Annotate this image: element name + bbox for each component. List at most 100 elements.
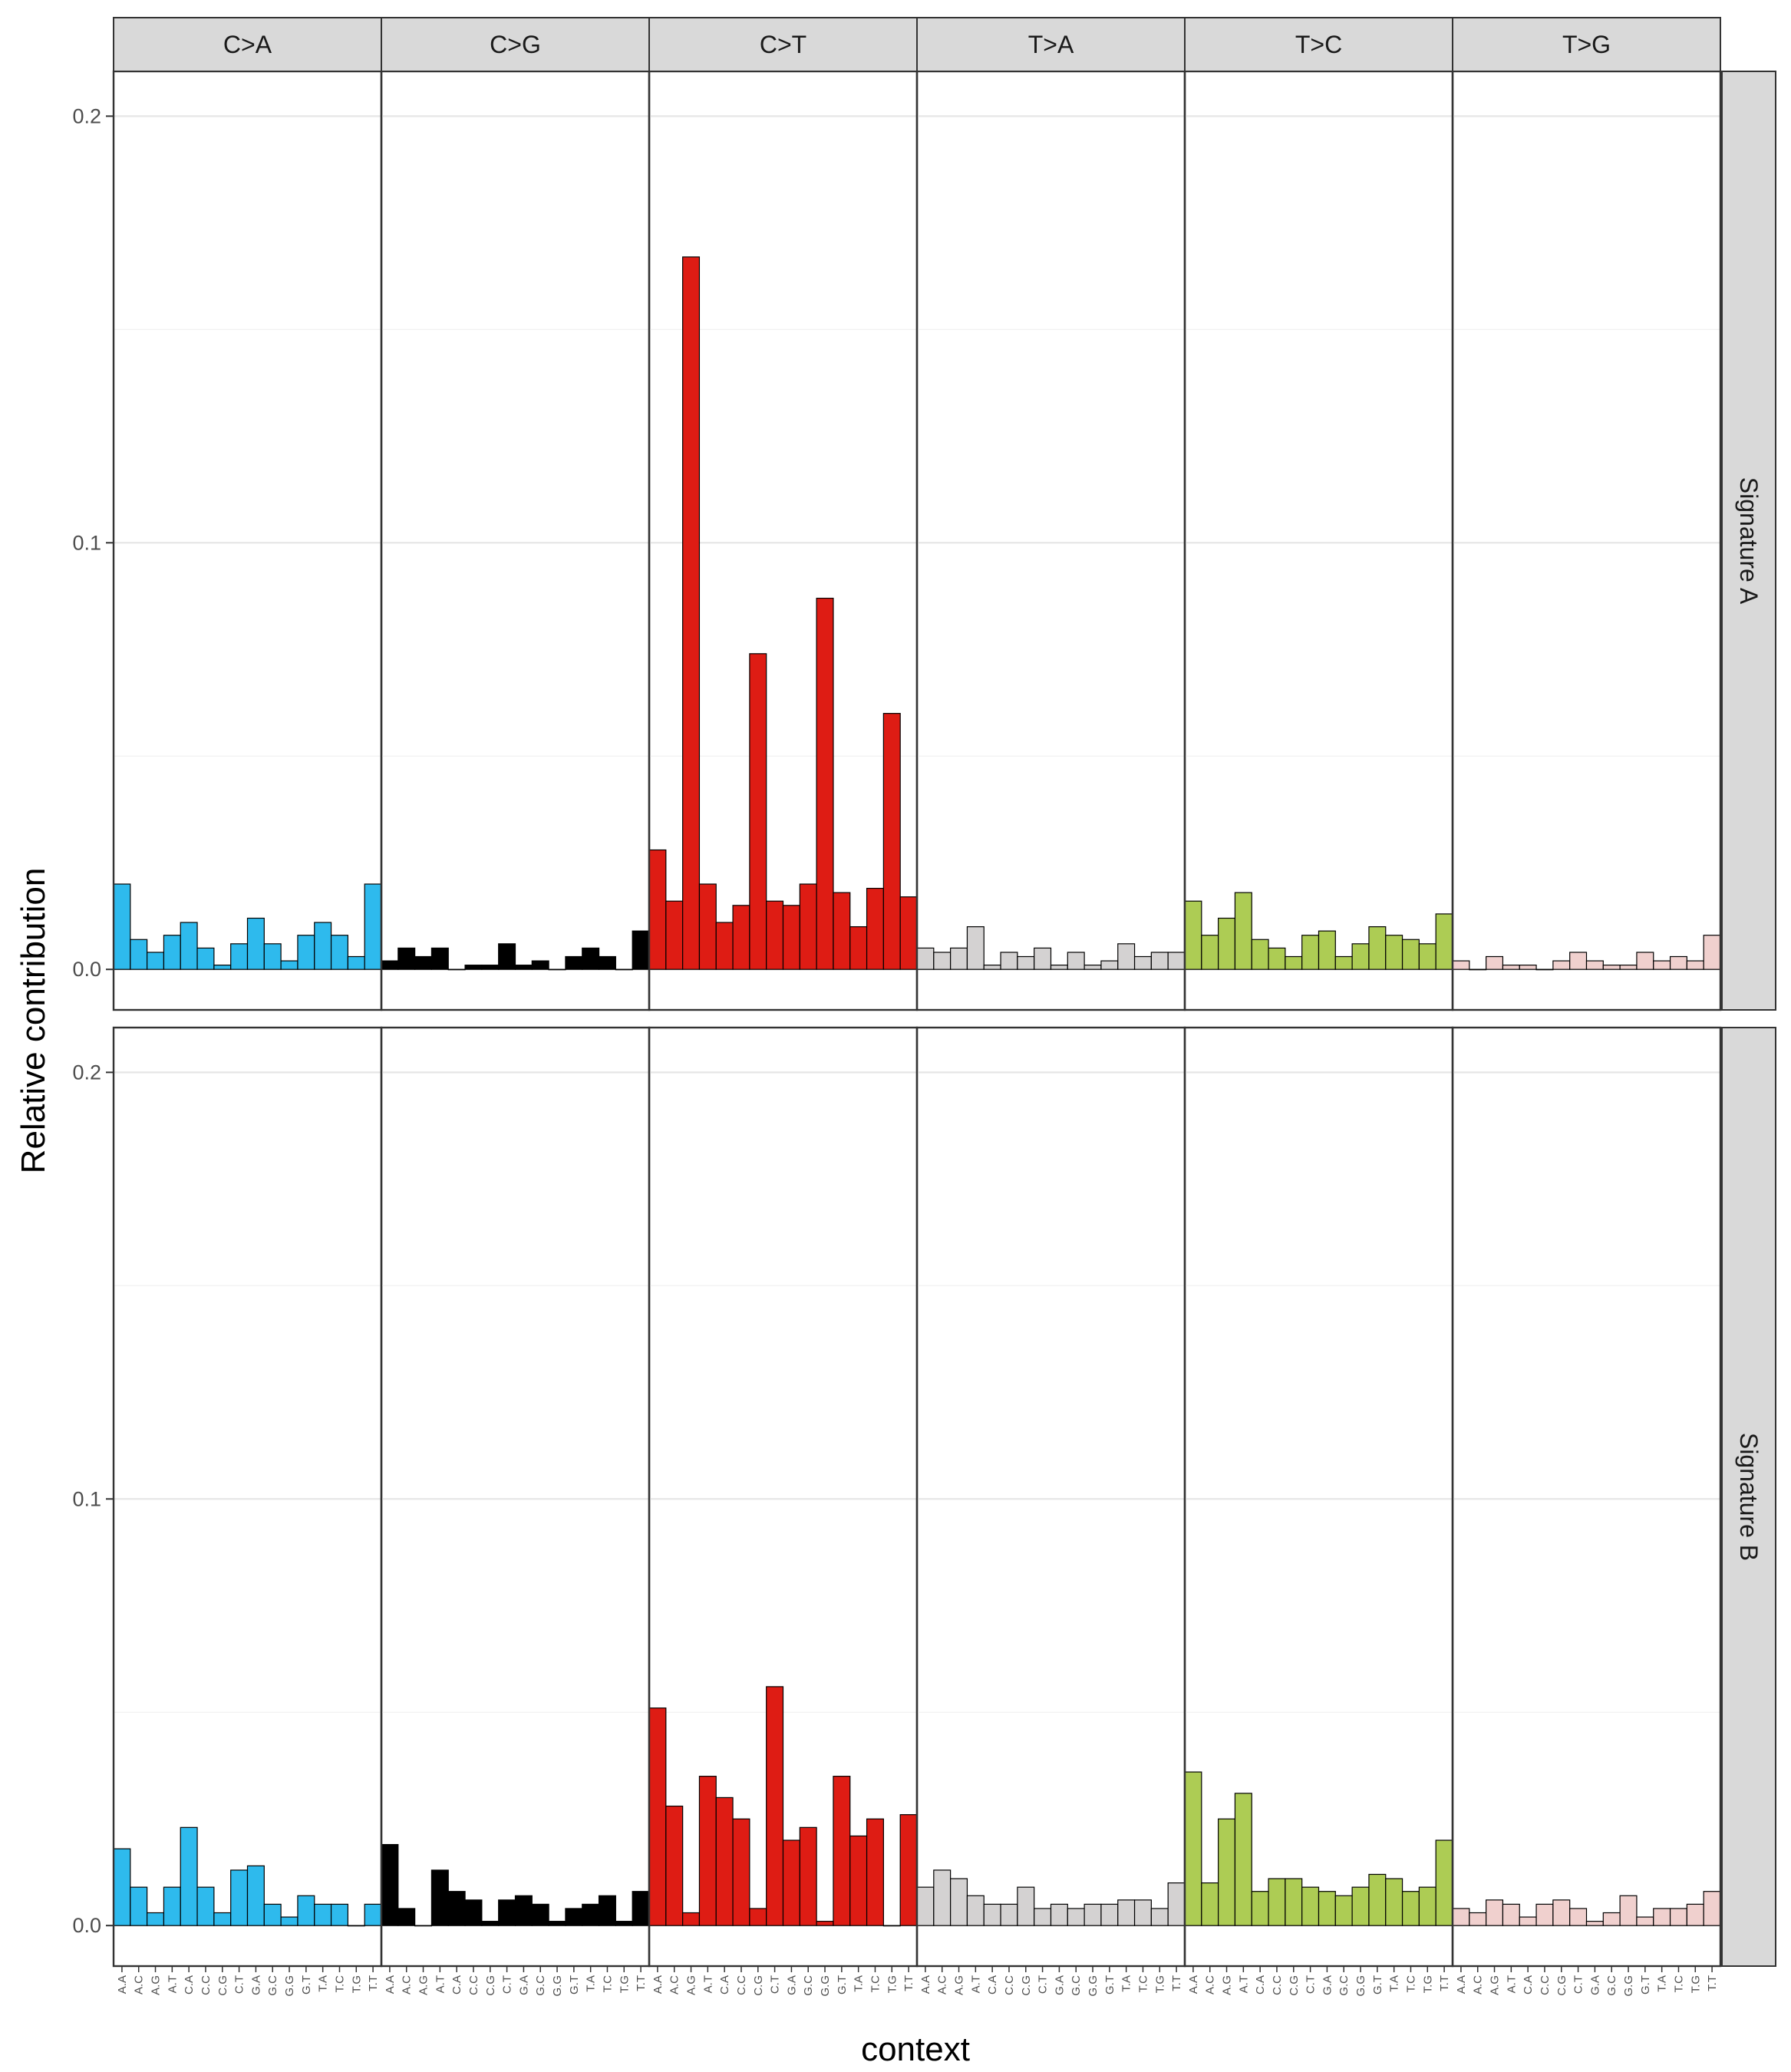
x-tick-label: A.G — [953, 1975, 966, 1995]
x-tick-label: C.A — [718, 1975, 731, 1994]
facet-panels — [112, 70, 1722, 1968]
bar-T>G-C.G — [1552, 1899, 1571, 1926]
bar-C>A-C.G — [213, 1912, 232, 1926]
panel-0-2 — [648, 70, 919, 1011]
bar-C>T-A.G — [682, 256, 701, 970]
bar-C>A-A.T — [163, 1886, 181, 1926]
bar-T>G-T.G — [1686, 1903, 1704, 1926]
bar-T>A-T.G — [1150, 952, 1169, 970]
bar-C>T-C.C — [732, 905, 750, 970]
x-tick-label: C.T — [233, 1975, 246, 1994]
bar-T>G-A.G — [1486, 1899, 1504, 1926]
bar-T>G-A.G — [1486, 955, 1504, 970]
facet-strip-5 — [1452, 17, 1721, 72]
bar-C>G-A.A — [381, 1843, 399, 1926]
x-axis-title: context — [861, 2031, 970, 2068]
x-axis-context-labels: A.A A.C A.G A.T C.A C.C C.G C.T G.A G.C G.G G.T T.A T… — [116, 1966, 1719, 1997]
x-tick-label: G.G — [1354, 1975, 1367, 1997]
bar-C>T-C.T — [766, 1686, 784, 1926]
bar-T>G-C.A — [1519, 1916, 1537, 1926]
facet-strip-label: T>G — [1562, 31, 1611, 58]
bar-T>A-A.C — [933, 952, 952, 970]
bar-T>C-T.T — [1435, 1839, 1453, 1926]
panel-0-3 — [915, 70, 1186, 1011]
x-tick-label: T.T — [367, 1975, 380, 1991]
x-tick-label: G.G — [819, 1975, 832, 1997]
x-tick-label: G.C — [1605, 1975, 1618, 1996]
bar-T>G-C.C — [1535, 1903, 1554, 1926]
bar-C>T-A.A — [648, 849, 667, 970]
bar-C>G-G.C — [531, 1903, 549, 1926]
bar-T>C-C.T — [1301, 1886, 1320, 1926]
bar-T>C-G.G — [1351, 1886, 1370, 1926]
bar-T>A-C.C — [1000, 952, 1018, 970]
bar-T>C-A.C — [1201, 935, 1219, 970]
facet-strip-4 — [1184, 17, 1453, 72]
facet-strip-3 — [916, 17, 1186, 72]
bar-C>T-A.G — [682, 1912, 701, 1926]
bar-C>A-A.A — [113, 883, 131, 970]
bar-C>T-A.A — [648, 1707, 667, 1926]
bar-T>C-G.A — [1318, 930, 1336, 970]
bar-T>G-G.T — [1636, 952, 1654, 970]
bar-T>C-T.G — [1418, 1886, 1436, 1926]
bar-C>T-C.T — [766, 900, 784, 970]
facet-strip-label: T>A — [1028, 31, 1074, 58]
bar-T>G-C.G — [1552, 960, 1571, 970]
bar-T>A-T.T — [1167, 952, 1186, 970]
panel-0-0 — [112, 70, 383, 1011]
x-tick-label: T.A — [1656, 1975, 1669, 1992]
bar-C>G-A.G — [414, 1925, 433, 1927]
bar-C>T-A.C — [665, 1805, 684, 1926]
bar-C>A-T.T — [364, 1903, 382, 1926]
bar-T>G-G.G — [1619, 1895, 1638, 1926]
bar-T>A-G.C — [1067, 952, 1085, 970]
x-tick-label: C.C — [735, 1975, 748, 1995]
bar-C>A-G.T — [297, 935, 315, 970]
bar-T>G-C.T — [1569, 1908, 1588, 1926]
bar-C>T-T.A — [849, 925, 868, 970]
y-tick-label: 0.1 — [72, 1487, 101, 1510]
bar-C>G-G.A — [514, 1895, 533, 1926]
bar-C>A-C.C — [196, 947, 215, 970]
x-tick-label: C.A — [1522, 1975, 1535, 1994]
bar-C>G-T.C — [598, 1895, 616, 1926]
x-tick-label: A.A — [651, 1975, 665, 1994]
bar-T>A-A.A — [916, 1886, 935, 1926]
bar-T>A-T.T — [1167, 1882, 1186, 1926]
x-tick-label: G.C — [534, 1975, 547, 1996]
x-tick-label: T.T — [1170, 1975, 1183, 1991]
bar-C>A-A.C — [130, 1886, 148, 1926]
y-tick-label: 0.0 — [72, 1914, 101, 1937]
x-tick-label: T.C — [1672, 1975, 1685, 1993]
bar-T>A-A.G — [950, 947, 968, 970]
bar-C>T-A.T — [698, 1776, 717, 1926]
facet-row-label: Signature A — [1735, 477, 1763, 605]
bar-C>G-T.A — [582, 1903, 600, 1926]
bar-T>C-T.A — [1385, 1878, 1403, 1926]
y-tick-label: 0.1 — [72, 531, 101, 554]
bar-T>A-T.C — [1133, 1899, 1152, 1926]
bar-T>A-T.G — [1150, 1908, 1169, 1926]
x-tick-label: T.T — [1438, 1975, 1451, 1991]
bar-C>G-C.T — [498, 1899, 516, 1926]
x-tick-label: A.G — [150, 1975, 163, 1995]
bar-C>T-C.G — [749, 1908, 767, 1926]
bar-C>G-A.C — [397, 947, 416, 970]
bar-T>C-A.G — [1218, 1818, 1236, 1926]
bar-T>G-A.C — [1469, 968, 1487, 971]
y-tick-label: 0.2 — [72, 1061, 101, 1084]
bar-C>G-T.G — [615, 968, 633, 971]
x-tick-label: C.T — [1037, 1975, 1050, 1994]
x-tick-label: C.C — [1271, 1975, 1284, 1995]
facet-strip-label: C>A — [223, 31, 272, 58]
bar-C>T-T.G — [882, 1925, 901, 1927]
bar-C>G-C.A — [447, 1891, 466, 1926]
x-tick-label: C.G — [216, 1975, 229, 1996]
bar-T>A-G.G — [1084, 1903, 1102, 1926]
bar-T>A-A.C — [933, 1869, 952, 1926]
x-tick-label: C.G — [752, 1975, 765, 1996]
x-tick-label: A.C — [1204, 1975, 1217, 1994]
bar-T>A-C.G — [1017, 955, 1035, 970]
x-tick-label: A.T — [1505, 1975, 1518, 1993]
